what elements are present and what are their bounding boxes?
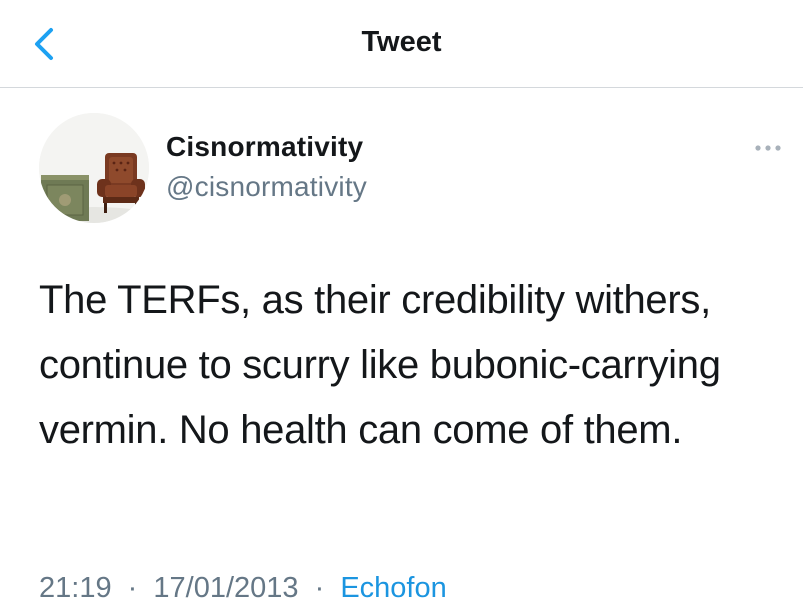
author-display-name[interactable]: Cisnormativity (166, 131, 364, 162)
chevron-left-icon (35, 28, 53, 60)
tweet-text: The TERFs, as their credibility withers,… (39, 278, 721, 452)
avatar[interactable] (39, 113, 149, 223)
author-handle[interactable]: @cisnormativity (166, 171, 368, 202)
separator-dot: · (127, 572, 138, 604)
page-title: Tweet (361, 26, 442, 58)
tweet-author-header: Cisnormativity @cisnormativity (0, 88, 803, 248)
tweet-date: 17/01/2013 (153, 572, 299, 604)
tweet-time: 21:19 (39, 572, 112, 604)
navigation-bar: Tweet (0, 0, 803, 88)
separator-dot: · (314, 572, 325, 604)
tweet-metadata: 21:19 · 17/01/2013 · Echofon (39, 572, 447, 605)
back-button[interactable] (24, 22, 68, 66)
tweet-source-link[interactable]: Echofon (340, 572, 447, 604)
more-options-button[interactable] (748, 138, 788, 158)
armchair-avatar-image (39, 113, 149, 223)
more-horizontal-icon (755, 145, 781, 151)
